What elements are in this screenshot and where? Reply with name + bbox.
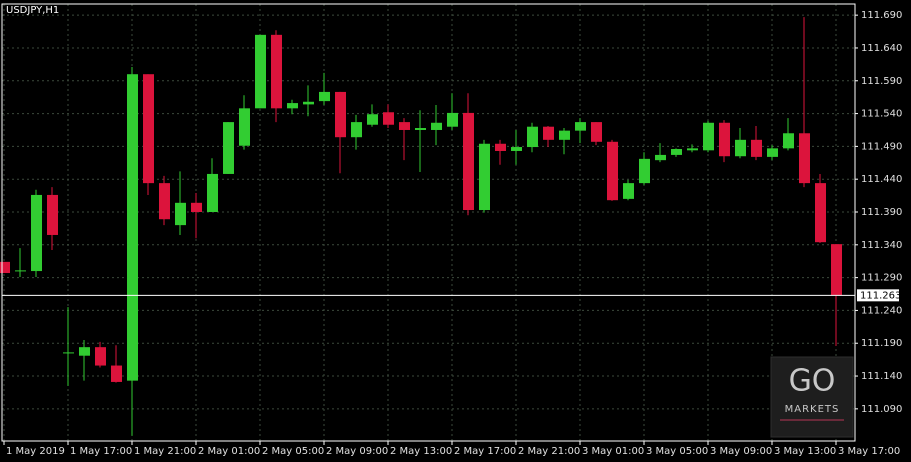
candle-body [735, 139, 746, 157]
candle-body [607, 141, 618, 201]
candle-body [351, 122, 362, 138]
y-tick-label: 111.340 [861, 240, 902, 251]
y-tick-label: 111.690 [861, 10, 902, 21]
candle-body [559, 130, 570, 140]
x-tick-label: 1 May 21:00 [134, 446, 196, 457]
candle-body [399, 122, 410, 130]
candle-body [543, 126, 554, 140]
watermark-box [770, 356, 854, 438]
candle-body [271, 34, 282, 109]
candle-body [655, 154, 666, 161]
x-tick-label: 2 May 13:00 [390, 446, 452, 457]
y-tick-label: 111.390 [861, 207, 902, 218]
candle-body [143, 74, 154, 184]
x-tick-label: 2 May 09:00 [326, 446, 388, 457]
candle-body [639, 158, 650, 184]
candle-body [207, 173, 218, 213]
y-tick-label: 111.590 [861, 76, 902, 87]
candle-body [575, 122, 586, 131]
candle-body [751, 139, 762, 157]
candle-body [511, 147, 522, 151]
candle-body [591, 122, 602, 142]
candle-body [671, 149, 682, 155]
candle-body [799, 133, 810, 184]
candle-body [319, 91, 330, 102]
current-price-label: 111.263 [860, 290, 901, 301]
candle-body [191, 202, 202, 213]
candles [0, 17, 842, 436]
candle-body [95, 347, 106, 366]
candle-body [383, 112, 394, 125]
candle-body [63, 352, 74, 354]
y-tick-label: 111.090 [861, 404, 902, 415]
x-tick-label: 2 May 01:00 [198, 446, 260, 457]
candle-body [815, 183, 826, 243]
candle-body [431, 122, 442, 130]
x-tick-label: 1 May 2019 [6, 446, 65, 457]
candle-body [303, 101, 314, 105]
candle-body [687, 148, 698, 151]
plot-frame [1, 3, 856, 442]
candle-body [0, 261, 10, 274]
x-tick-label: 2 May 21:00 [518, 446, 580, 457]
candle-body [79, 347, 90, 356]
x-tick-label: 2 May 17:00 [454, 446, 516, 457]
candle-body [239, 108, 250, 146]
y-tick-label: 111.440 [861, 174, 902, 185]
x-tick-label: 2 May 05:00 [262, 446, 324, 457]
x-tick-label: 3 May 13:00 [774, 446, 836, 457]
candle-body [127, 74, 138, 381]
watermark-logo: GO [789, 364, 836, 399]
candle-body [447, 112, 458, 127]
candle-body [831, 244, 842, 296]
candle-body [479, 143, 490, 211]
candle-body [47, 194, 58, 235]
candle-body [255, 34, 266, 109]
candle-body [767, 148, 778, 157]
candle-body [783, 133, 794, 149]
candle-body [111, 365, 122, 382]
candle-body [527, 126, 538, 148]
current-price-box [857, 289, 899, 302]
candle-body [15, 270, 26, 272]
x-tick-label: 1 May 17:00 [70, 446, 132, 457]
y-tick-label: 111.540 [861, 109, 902, 120]
x-tick-label: 3 May 01:00 [582, 446, 644, 457]
candle-body [335, 91, 346, 138]
candle-body [175, 202, 186, 226]
candle-body [495, 143, 506, 151]
y-tick-label: 111.490 [861, 141, 902, 152]
candle-body [31, 194, 42, 272]
candle-body [623, 183, 634, 199]
y-tick-label: 111.140 [861, 371, 902, 382]
y-tick-label: 111.240 [861, 305, 902, 316]
candle-body [287, 103, 298, 109]
candle-body [415, 128, 426, 130]
candle-body [463, 112, 474, 211]
candle-body [719, 122, 730, 157]
x-tick-label: 3 May 17:00 [838, 446, 900, 457]
candle-body [159, 183, 170, 220]
chart-title: USDJPY,H1 [6, 5, 59, 16]
x-tick-label: 3 May 09:00 [710, 446, 772, 457]
candle-body [367, 114, 378, 125]
candle-body [703, 122, 714, 151]
candle-body [223, 122, 234, 174]
watermark-name: MARKETS [785, 404, 840, 415]
y-tick-label: 111.190 [861, 338, 902, 349]
x-tick-label: 3 May 05:00 [646, 446, 708, 457]
y-tick-label: 111.640 [861, 43, 902, 54]
y-tick-label: 111.290 [861, 273, 902, 284]
watermark: GO MARKETS [770, 356, 854, 438]
